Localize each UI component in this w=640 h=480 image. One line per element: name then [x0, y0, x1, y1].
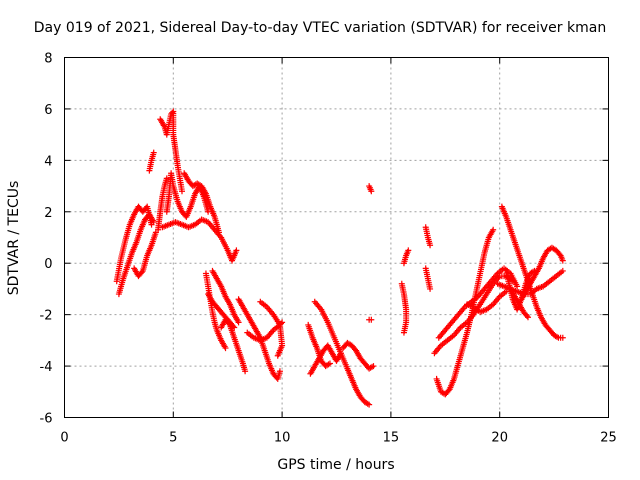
- y-tick-label: 4: [44, 154, 52, 169]
- data-point: [366, 401, 373, 408]
- data-point: [150, 219, 157, 226]
- data-point: [235, 319, 242, 326]
- x-tick-label: 15: [383, 431, 400, 446]
- x-tick-labels: 0 5 10 15 20 25: [60, 431, 616, 446]
- y-tick-label: -4: [40, 360, 53, 375]
- data-point: [514, 283, 521, 290]
- data-point: [559, 267, 566, 274]
- data-point: [326, 360, 333, 367]
- data-point: [370, 363, 377, 370]
- data-point: [179, 188, 186, 195]
- data-point: [559, 257, 566, 264]
- data-point: [559, 334, 566, 341]
- y-tick-labels: -6 -4 -2 0 2 4 6 8: [40, 52, 53, 427]
- data-point: [490, 226, 497, 233]
- data-point: [531, 267, 538, 274]
- data-point: [163, 175, 170, 182]
- x-tick-label: 10: [274, 431, 291, 446]
- x-tick-label: 0: [60, 431, 68, 446]
- grid-lines: [64, 57, 609, 418]
- x-axis-label: GPS time / hours: [277, 457, 394, 473]
- data-point: [523, 312, 530, 319]
- y-tick-label: 8: [44, 52, 52, 67]
- data-point: [524, 314, 531, 321]
- y-tick-label: 2: [44, 206, 52, 221]
- data-point: [276, 368, 283, 375]
- chart-title: Day 019 of 2021, Sidereal Day-to-day VTE…: [34, 20, 606, 36]
- data-point: [169, 109, 176, 116]
- data-point: [150, 149, 157, 156]
- data-point: [233, 247, 240, 254]
- plot-frame: [64, 57, 609, 418]
- y-tick-label: -6: [40, 412, 53, 427]
- data-point: [368, 316, 375, 323]
- y-tick-label: -2: [40, 309, 53, 324]
- data-point: [225, 320, 232, 327]
- data-points: [113, 108, 566, 408]
- x-tick-label: 5: [169, 431, 177, 446]
- axis-ticks: [64, 57, 609, 418]
- y-tick-label: 6: [44, 103, 52, 118]
- data-point: [368, 188, 375, 195]
- data-point: [215, 229, 222, 236]
- data-point: [405, 247, 412, 254]
- data-point: [222, 345, 229, 352]
- data-point: [556, 251, 563, 258]
- data-point: [274, 352, 281, 359]
- data-point: [427, 285, 434, 292]
- data-point: [427, 242, 434, 249]
- y-tick-label: 0: [44, 257, 52, 272]
- data-point: [138, 269, 145, 276]
- y-axis-label: SDTVAR / TECUs: [6, 181, 22, 296]
- x-tick-label: 25: [600, 431, 617, 446]
- data-point: [242, 368, 249, 375]
- data-point: [400, 329, 407, 336]
- x-tick-label: 20: [491, 431, 508, 446]
